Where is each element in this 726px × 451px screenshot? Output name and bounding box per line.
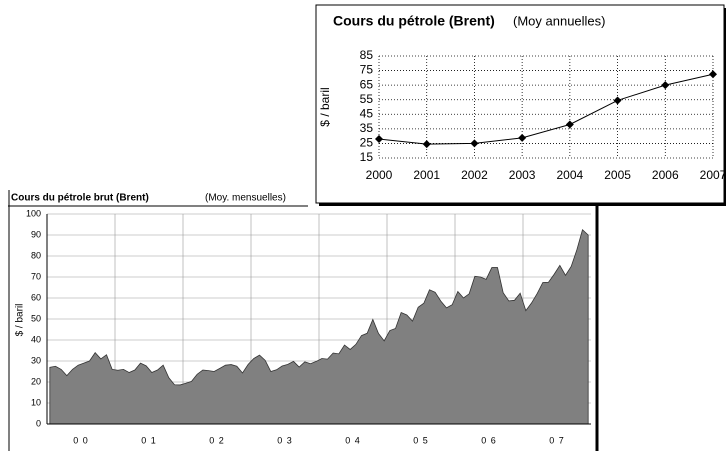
y-tick-label: 65 [360,77,374,91]
x-tick-label: 0 4 [345,435,361,445]
x-tick-label: 0 5 [413,435,429,445]
x-tick-label: 2003 [509,168,536,182]
chart-frame [315,4,725,204]
x-tick-label: 0 3 [277,435,293,445]
y-tick-label: 100 [26,208,41,218]
x-tick-label: 2004 [557,168,584,182]
data-point [375,135,383,144]
y-tick-label: 30 [31,355,41,365]
y-tick-label: 75 [360,63,374,77]
x-tick-label: 2007 [700,168,726,182]
x-tick-label: 0 7 [549,435,565,445]
x-tick-label: 0 0 [73,435,89,445]
chart-subtitle: (Moy. mensuelles) [205,193,286,204]
y-tick-label: 10 [31,397,41,407]
data-point [422,140,431,149]
chart-subtitle: (Moy annuelles) [513,13,606,28]
data-point [709,70,717,79]
y-tick-label: 40 [31,334,41,344]
data-point [613,96,622,105]
chart-title: Cours du pétrole (Brent) [333,13,495,29]
x-tick-label: 0 6 [481,435,497,445]
y-tick-label: 85 [360,48,374,62]
y-tick-label: 45 [360,106,374,120]
y-tick-label: 0 [36,418,41,428]
y-tick-label: 20 [31,376,41,386]
x-tick-label: 2000 [366,168,393,182]
x-tick-label: 2001 [413,168,440,182]
y-tick-label: 60 [31,292,41,302]
y-tick-label: 70 [31,271,41,281]
y-tick-label: 50 [31,313,41,323]
data-point [518,133,527,142]
data-line [378,73,714,145]
x-tick-label: 0 2 [209,435,225,445]
data-area [49,229,589,425]
x-tick-label: 2005 [604,168,631,182]
x-tick-label: 2006 [652,168,679,182]
y-tick-label: 55 [360,92,374,106]
y-tick-label: 90 [31,229,41,239]
y-tick-label: 15 [360,150,374,164]
y-tick-label: 25 [360,136,374,150]
y-tick-label: 80 [31,250,41,260]
data-point [565,120,574,129]
y-axis-label: $ / baril [318,87,332,126]
x-tick-label: 2002 [461,168,488,182]
x-tick-label: 0 1 [141,435,157,445]
data-point [470,139,479,148]
y-tick-label: 35 [360,121,374,135]
y-axis-label: $ / baril [15,304,26,337]
data-point [661,81,670,90]
chart-title: Cours du pétrole brut (Brent) [11,193,149,204]
